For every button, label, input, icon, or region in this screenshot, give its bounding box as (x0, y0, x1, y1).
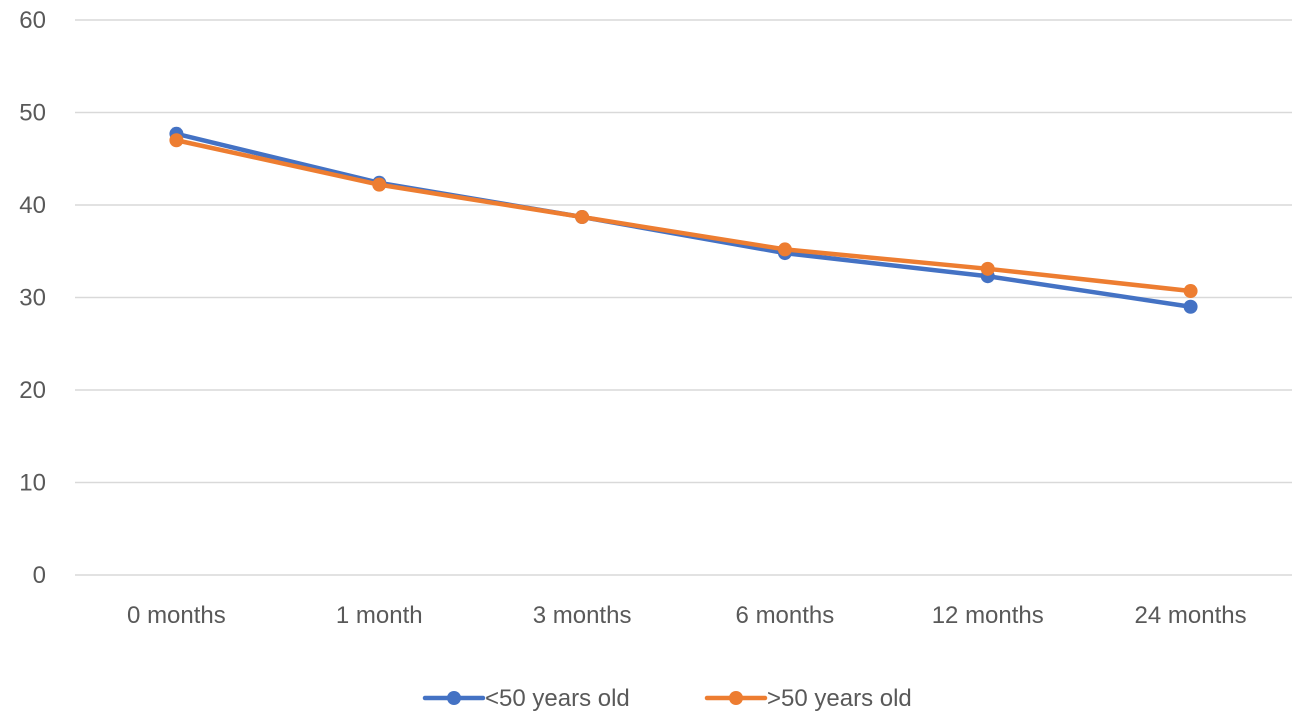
series-line (174, 138, 1193, 294)
data-point (1183, 299, 1198, 314)
x-tick-label: 12 months (932, 602, 1044, 629)
y-tick-label: 30 (19, 285, 46, 312)
legend-swatch-marker (729, 691, 743, 705)
legend-label: <50 years old (485, 685, 630, 712)
series-2 (169, 133, 1198, 299)
y-tick-label: 50 (19, 100, 46, 127)
y-tick-label: 0 (33, 562, 46, 589)
legend-label: >50 years old (767, 685, 912, 712)
data-point (575, 210, 590, 225)
y-tick-label: 40 (19, 192, 46, 219)
x-tick-label: 3 months (533, 602, 632, 629)
data-point (372, 177, 387, 192)
legend-item-2: >50 years old (704, 685, 912, 712)
x-tick-label: 6 months (736, 602, 835, 629)
legend-swatch-marker (447, 691, 461, 705)
data-point (169, 133, 184, 148)
data-point (1183, 284, 1198, 299)
y-tick-label: 10 (19, 470, 46, 497)
series-layer (169, 126, 1198, 314)
x-tick-label: 24 months (1135, 602, 1247, 629)
data-point (777, 242, 792, 257)
gridlines (75, 19, 1292, 576)
legend-item-1: <50 years old (422, 685, 630, 712)
series-1 (169, 126, 1198, 314)
x-tick-label: 0 months (127, 602, 226, 629)
y-tick-label: 20 (19, 377, 46, 404)
y-axis-tick-labels: 0 10 20 30 40 50 60 (19, 7, 46, 589)
y-tick-label: 60 (19, 7, 46, 34)
series-line (174, 131, 1193, 309)
x-axis-tick-labels: 0 months 1 month 3 months 6 months 12 months… (127, 602, 1247, 629)
data-point (980, 261, 995, 276)
legend: <50 years old >50 years old (422, 685, 912, 712)
x-tick-label: 1 month (336, 602, 423, 629)
